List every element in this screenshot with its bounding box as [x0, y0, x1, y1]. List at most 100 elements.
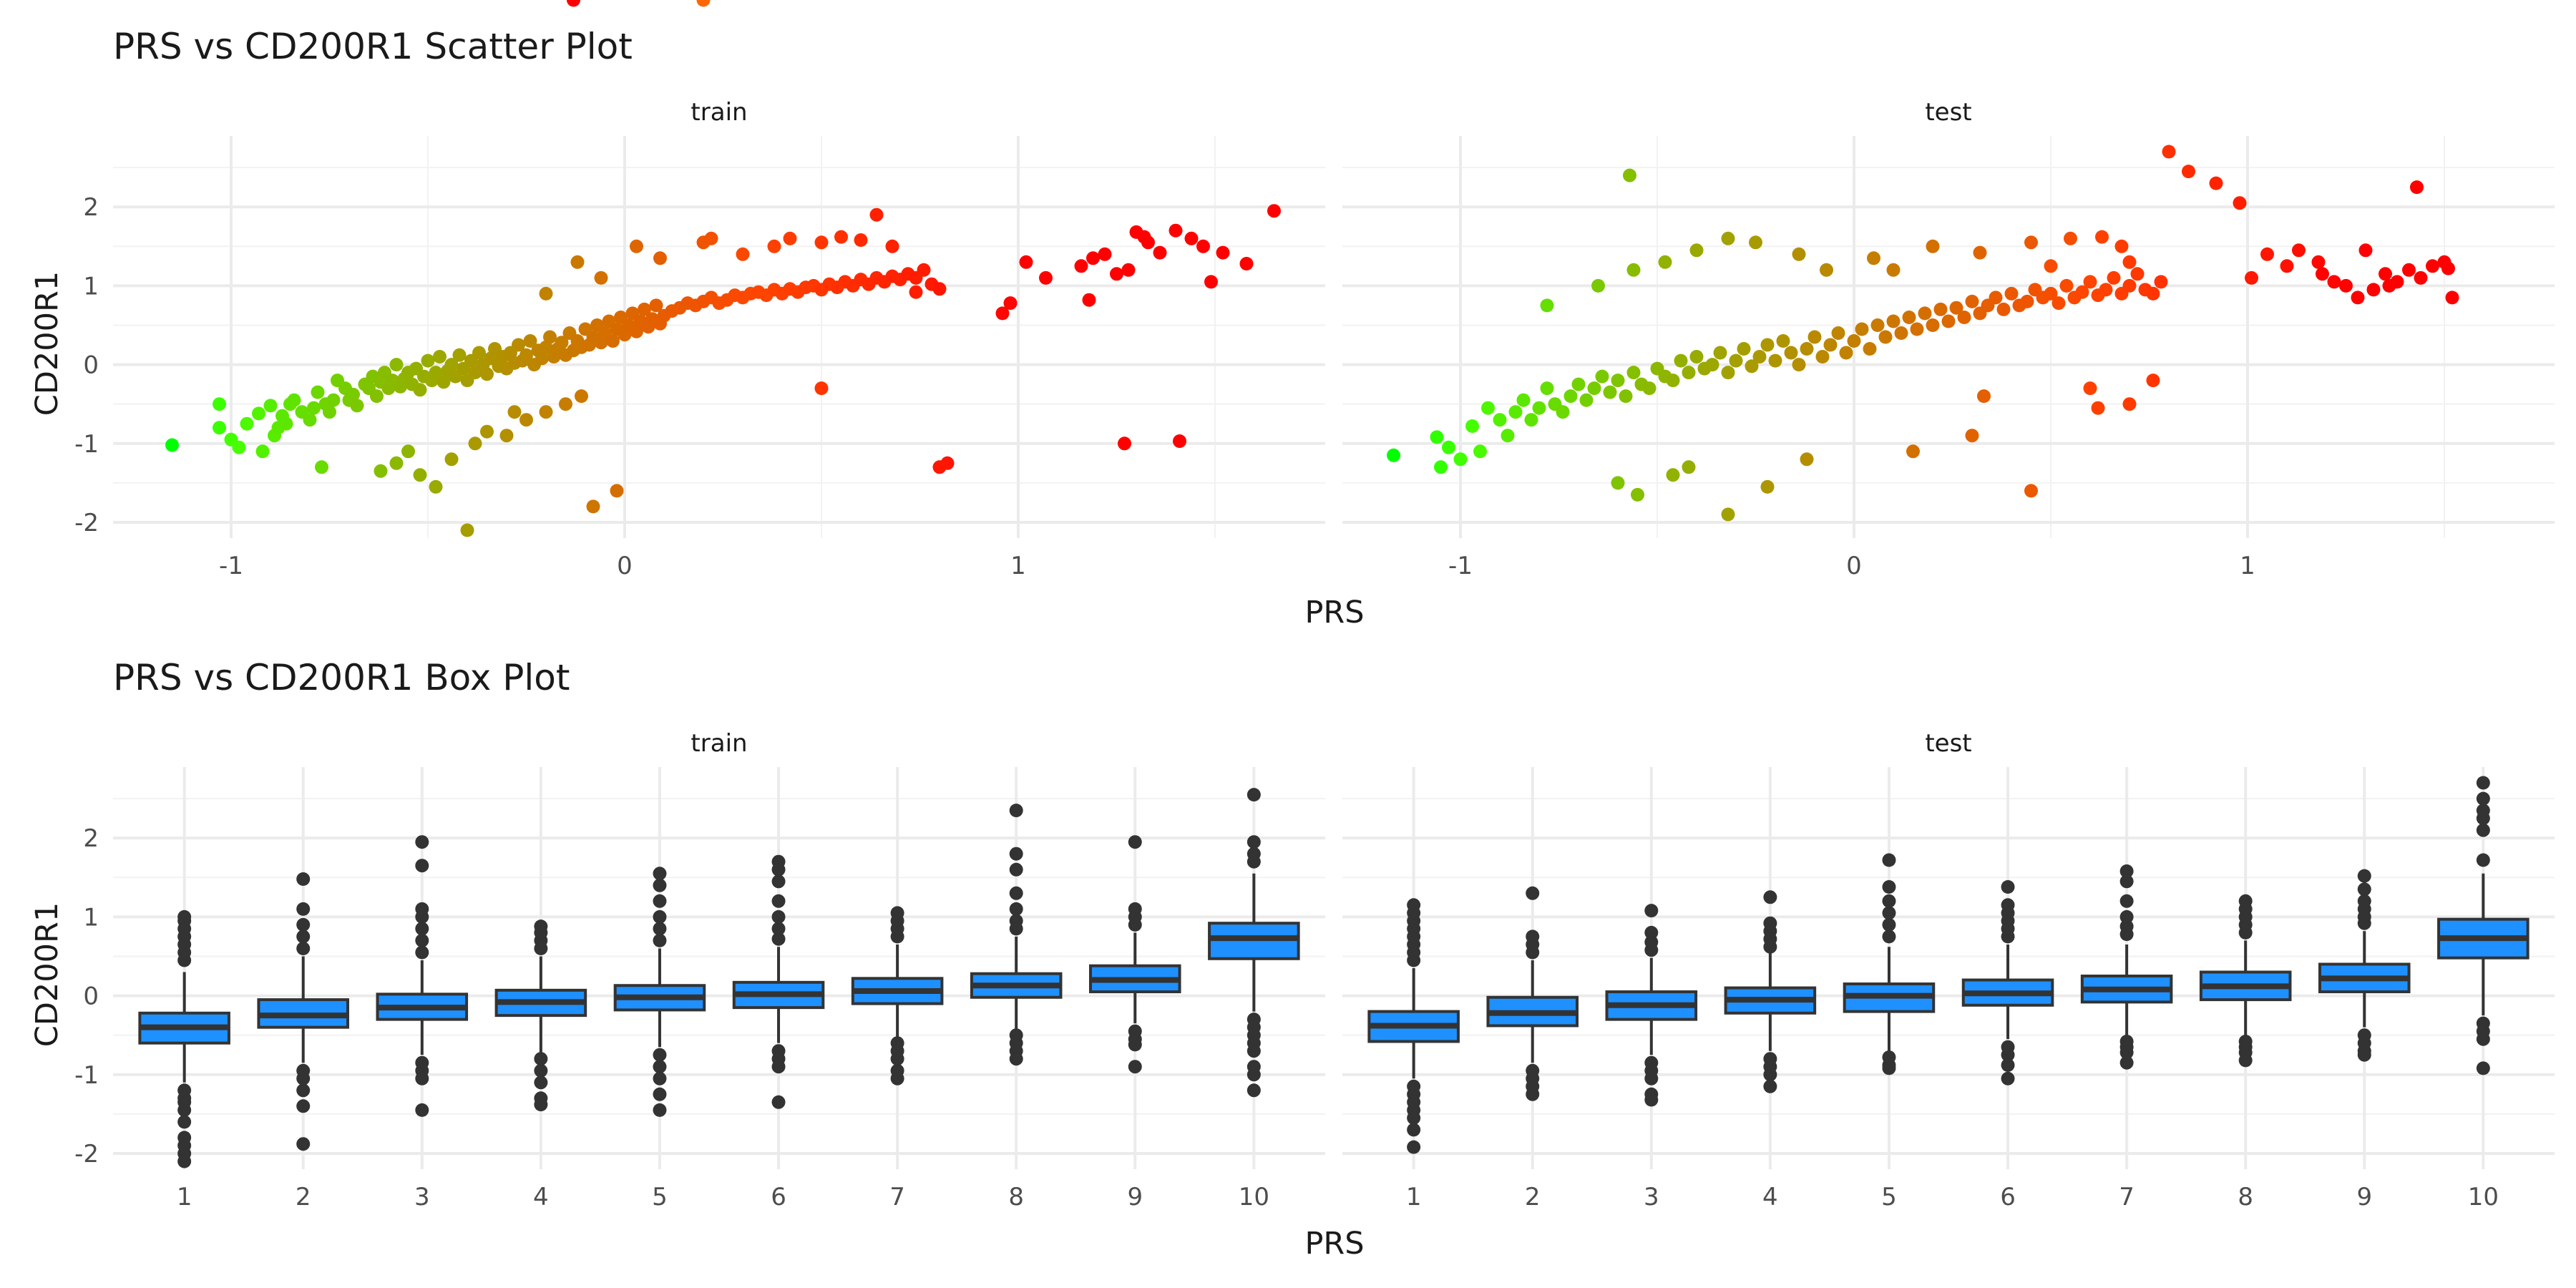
scatter-point: [472, 346, 486, 360]
box-strip-test: test: [1925, 729, 1971, 758]
scatter-point: [213, 421, 226, 435]
scatter-point: [323, 405, 336, 419]
outlier-point: [771, 1095, 786, 1109]
box-group: [1367, 898, 1460, 1154]
scatter-point: [1682, 366, 1696, 380]
scatter-point: [1153, 245, 1167, 260]
box-marks-train: [138, 788, 1300, 1169]
box-group: [732, 854, 825, 1109]
outlier-point: [1644, 1093, 1659, 1107]
scatter-point: [2095, 230, 2109, 244]
scatter-point: [1749, 235, 1762, 250]
scatter-point: [1682, 460, 1696, 474]
scatter-point: [2091, 401, 2105, 415]
outlier-point: [2476, 791, 2490, 806]
scatter-point: [452, 348, 467, 362]
scatter-point: [1784, 346, 1798, 360]
scatter-point: [2260, 247, 2274, 261]
scatter-point: [1216, 245, 1230, 260]
x-tick-label: 4: [533, 1183, 549, 1211]
scatter-point: [1563, 389, 1578, 404]
outlier-point: [2001, 898, 2015, 912]
outlier-point: [1246, 1068, 1261, 1082]
outlier-point: [771, 932, 786, 946]
x-tick-label: 1: [1406, 1183, 1422, 1211]
x-tick-label: -1: [219, 552, 243, 580]
outlier-point: [1882, 853, 1896, 867]
outlier-point: [296, 872, 311, 886]
box-group: [1843, 853, 1936, 1075]
outlier-point: [415, 933, 429, 947]
scatter-point: [287, 393, 301, 407]
outlier-point: [415, 1071, 429, 1085]
scatter-point: [2064, 231, 2077, 245]
outlier-point: [1009, 886, 1023, 900]
scatter-point: [783, 231, 797, 245]
scatter-point: [2083, 275, 2097, 289]
scatter-point: [1989, 291, 2003, 305]
scatter-point: [480, 424, 494, 439]
scatter-points-train: [165, 0, 1281, 537]
scatter-point: [165, 438, 179, 452]
scatter-point: [444, 452, 459, 467]
scatter-point: [2382, 278, 2396, 293]
scatter-point: [1121, 263, 1136, 277]
scatter-point: [2044, 259, 2058, 273]
scatter-point: [2366, 283, 2381, 297]
scatter-point: [507, 405, 522, 419]
outlier-point: [2001, 1071, 2015, 1085]
scatter-point: [307, 401, 321, 415]
outlier-point: [890, 906, 904, 920]
outlier-point: [2119, 894, 2134, 908]
scatter-point: [374, 464, 388, 478]
scatter-point: [594, 270, 608, 285]
outlier-point: [177, 909, 192, 924]
x-tick-label: 6: [2000, 1183, 2016, 1211]
scatter-point: [2233, 196, 2247, 210]
scatter-chart: PRS vs CD200R1 Scatter Plot train -1 0 1 -2…: [29, 0, 2555, 630]
outlier-point: [415, 945, 429, 960]
x-tick-label: 5: [1881, 1183, 1897, 1211]
scatter-point: [1705, 358, 1719, 372]
outlier-point: [1407, 898, 1421, 912]
y-tick-label: 1: [83, 272, 99, 301]
scatter-point: [1430, 430, 1444, 444]
outlier-point: [1009, 914, 1023, 928]
scatter-point: [1977, 389, 1991, 404]
scatter-point: [1623, 168, 1636, 182]
scatter-point: [1540, 381, 1554, 396]
outlier-point: [177, 1154, 192, 1169]
box-group: [376, 835, 469, 1117]
outlier-point: [2119, 919, 2134, 934]
scatter-point: [1713, 346, 1727, 360]
scatter-point: [2316, 267, 2329, 281]
outlier-point: [1407, 1111, 1421, 1125]
x-tick-label: 7: [889, 1183, 905, 1211]
scatter-point: [346, 387, 360, 401]
scatter-point: [2245, 270, 2258, 285]
scatter-point: [834, 230, 848, 244]
outlier-point: [1407, 1140, 1421, 1154]
box-x-axis-label: PRS: [1304, 1226, 1364, 1262]
outlier-point: [653, 922, 667, 936]
scatter-point: [2280, 259, 2294, 273]
scatter-point: [2351, 291, 2365, 305]
scatter-point: [303, 413, 317, 427]
x-tick-label: 10: [2468, 1183, 2499, 1211]
scatter-point: [1867, 251, 1880, 265]
box-group: [1208, 788, 1300, 1098]
scatter-point: [1831, 326, 1845, 340]
scatter-point: [1666, 468, 1680, 482]
scatter-point: [1886, 314, 1901, 328]
box-group: [494, 919, 587, 1112]
outlier-point: [1128, 1038, 1142, 1052]
scatter-point: [1800, 452, 1814, 467]
scatter-ticks-train: -1 0 1 -2 -1 0 1 2: [74, 193, 1026, 580]
outlier-point: [415, 1103, 429, 1117]
outlier-point: [653, 1087, 667, 1101]
scatter-point: [1820, 263, 1833, 277]
scatter-point: [1926, 318, 1940, 332]
scatter-point: [2044, 286, 2058, 301]
outlier-point: [296, 917, 311, 932]
